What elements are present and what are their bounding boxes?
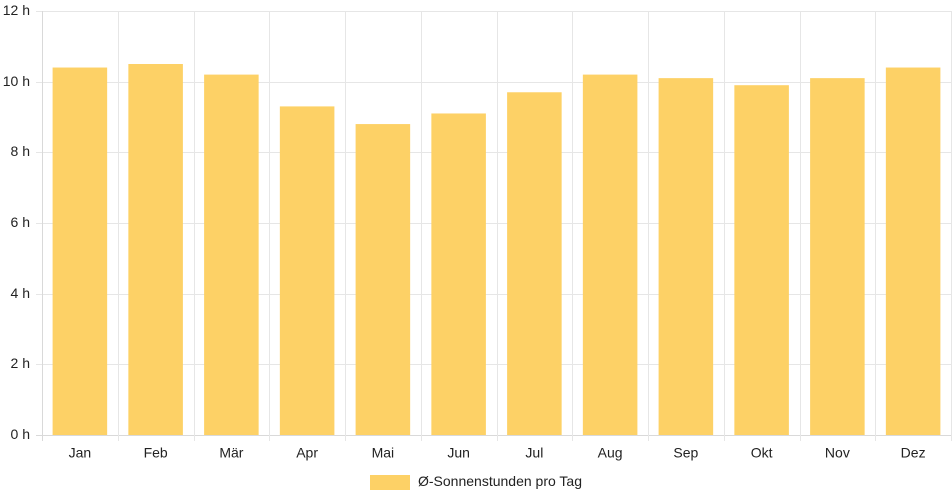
x-tick-label: Jan xyxy=(69,445,92,461)
legend-swatch xyxy=(370,475,410,490)
x-tick-label: Feb xyxy=(144,445,168,461)
grid-layer xyxy=(36,11,952,441)
bar-aug[interactable] xyxy=(582,74,638,435)
y-tick-label: 4 h xyxy=(11,285,30,301)
y-tick-label: 0 h xyxy=(11,426,30,442)
x-tick-label: Mär xyxy=(219,445,243,461)
x-tick-label: Apr xyxy=(296,445,318,461)
bar-apr[interactable] xyxy=(279,106,335,436)
legend[interactable]: Ø-Sonnenstunden pro Tag xyxy=(370,473,582,490)
y-tick-label: 10 h xyxy=(3,73,30,89)
bar-jan[interactable] xyxy=(52,67,108,436)
x-tick-label: Jul xyxy=(525,445,543,461)
y-tick-label: 2 h xyxy=(11,355,30,371)
x-tick-label: Aug xyxy=(598,445,623,461)
bar-feb[interactable] xyxy=(128,64,183,435)
axis-layer: 0 h 2 h 4 h 6 h 8 h 10 h 12 h Jan Feb Mär Apr Mai Ju… xyxy=(3,2,926,461)
x-tick-label: Jun xyxy=(447,445,470,461)
bar-sep[interactable] xyxy=(658,78,714,435)
x-tick-label: Sep xyxy=(673,445,698,461)
y-tick-label: 6 h xyxy=(11,214,30,230)
bar-layer xyxy=(52,64,941,436)
y-tick-label: 12 h xyxy=(3,2,30,18)
legend-label: Ø-Sonnenstunden pro Tag xyxy=(418,473,582,489)
bar-mär[interactable] xyxy=(204,74,259,435)
bar-nov[interactable] xyxy=(810,78,865,435)
bar-dez[interactable] xyxy=(885,67,941,436)
y-tick-label: 8 h xyxy=(11,143,30,159)
bar-okt[interactable] xyxy=(734,85,789,435)
x-tick-label: Mai xyxy=(372,445,395,461)
x-tick-label: Okt xyxy=(751,445,773,461)
bar-jul[interactable] xyxy=(507,92,562,436)
x-tick-label: Dez xyxy=(901,445,926,461)
bar-mai[interactable] xyxy=(355,124,411,436)
x-tick-label: Nov xyxy=(825,445,850,461)
bar-jun[interactable] xyxy=(431,113,486,435)
